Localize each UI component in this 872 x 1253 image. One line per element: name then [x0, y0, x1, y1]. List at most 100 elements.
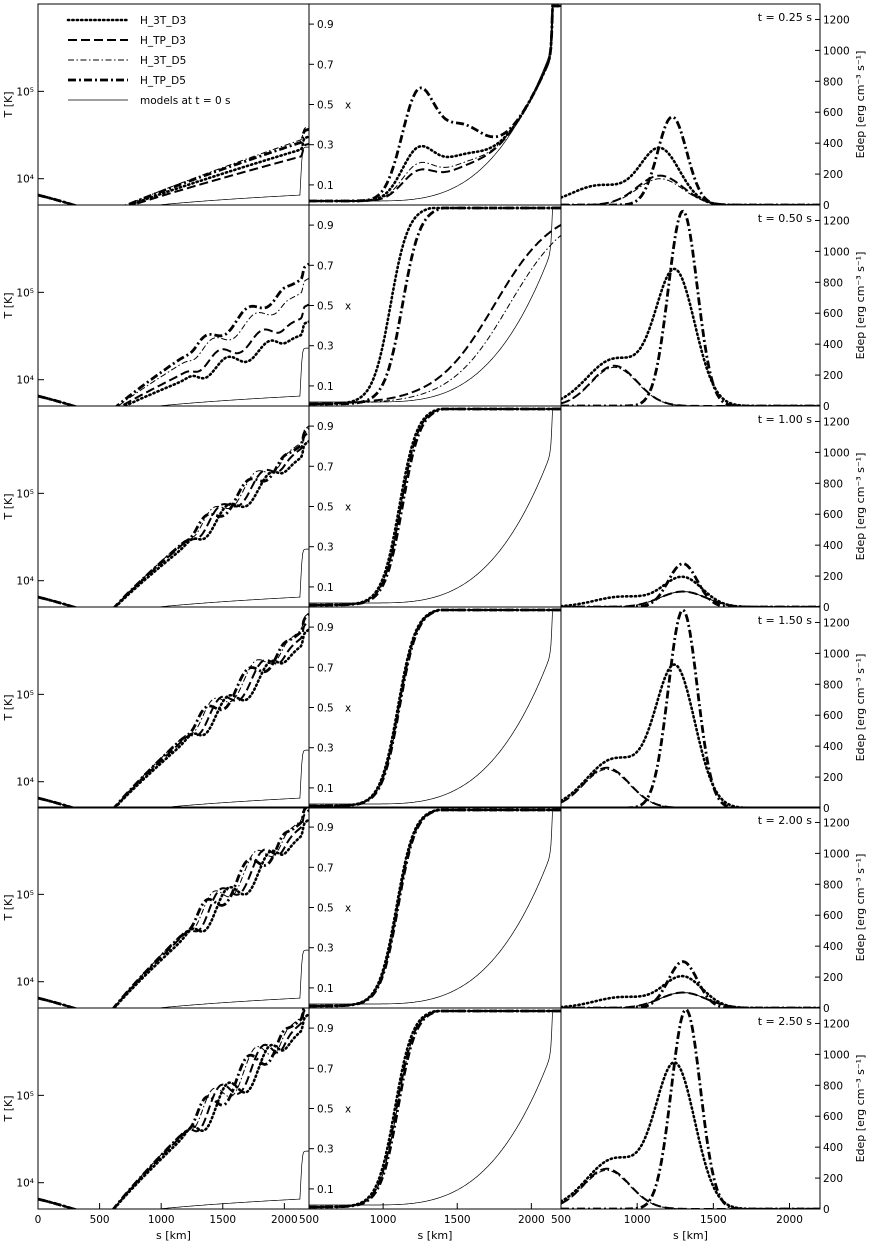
y-tick-label: 0.7 — [317, 1063, 334, 1075]
y-tick-label: 0.9 — [317, 622, 334, 634]
series-group — [38, 262, 309, 406]
series-line-2 — [309, 609, 561, 807]
y-tick-label: 0.3 — [317, 943, 334, 955]
y-tick-label: 0.1 — [317, 783, 334, 795]
y-tick-label: 200 — [823, 772, 843, 784]
series-group — [309, 608, 561, 808]
panel-5-2: t = 2.50 s 0 200 400 600 800 1000 1200 Edep [erg… — [551, 1007, 867, 1242]
series-line-1 — [561, 1167, 820, 1209]
series-group — [309, 206, 561, 406]
x-tick-label: 0 — [35, 1214, 42, 1226]
x-axis-label: s [km] — [673, 1229, 708, 1242]
y-axis-label: T [K] — [2, 894, 15, 921]
y-axis-label: x — [345, 502, 351, 514]
y-tick-label: 800 — [823, 1080, 843, 1092]
panel-frame — [37, 606, 310, 809]
series-line-4 — [38, 1150, 309, 1209]
y-tick-label: 400 — [823, 1142, 843, 1154]
series-group — [561, 608, 820, 808]
y-tick-label: 800 — [823, 679, 843, 691]
panel-1-2: t = 0.50 s 0 200 400 600 800 1000 1200 Edep [erg… — [560, 204, 867, 413]
y-tick-label: 0.5 — [317, 502, 334, 514]
y-tick-label: 400 — [823, 741, 843, 753]
y-tick-label: 0 — [823, 1003, 830, 1015]
y-tick-label: 600 — [823, 910, 843, 922]
series-line-4 — [38, 347, 309, 406]
panel-3-1: 0.1 0.3 0.5 0.7 0.9 x — [308, 606, 562, 809]
y-tick-label: 0.3 — [317, 341, 334, 353]
series-line-3 — [38, 613, 309, 808]
y-axis-label: x — [345, 301, 351, 313]
series-line-2 — [561, 768, 820, 808]
y-tick-label: 0.5 — [317, 301, 334, 313]
series-line-0 — [561, 146, 820, 205]
y-tick-label: 0.7 — [317, 260, 334, 272]
y-tick-label: 0.3 — [317, 140, 334, 152]
series-line-1 — [561, 590, 820, 607]
series-line-1 — [309, 224, 561, 405]
series-line-1 — [38, 809, 309, 1008]
series-group — [561, 562, 820, 607]
y-tick-label: 10⁵ — [16, 889, 34, 901]
y-tick-label: 1200 — [823, 1018, 850, 1030]
legend-label-1: H_TP_D3 — [140, 35, 186, 47]
series-line-1 — [38, 620, 309, 808]
y-tick-label: 0.1 — [317, 1184, 334, 1196]
series-line-0 — [38, 439, 309, 607]
y-tick-label: 800 — [823, 478, 843, 490]
series-line-3 — [561, 209, 820, 406]
y-tick-label: 1000 — [823, 447, 850, 459]
series-line-2 — [309, 234, 561, 405]
y-tick-label: 600 — [823, 1111, 843, 1123]
series-group — [38, 425, 309, 607]
x-tick-label: 2000 — [776, 1214, 803, 1226]
series-group — [561, 1008, 820, 1209]
legend-label-2: H_3T_D5 — [140, 55, 186, 67]
series-line-3 — [38, 127, 309, 205]
series-line-2 — [309, 408, 561, 606]
time-label: t = 2.50 s — [758, 1015, 813, 1028]
series-line-4 — [309, 206, 561, 403]
series-line-2 — [38, 277, 309, 406]
series-line-2 — [38, 126, 309, 205]
series-group — [309, 1009, 561, 1209]
y-axis-label: T [K] — [2, 1095, 15, 1122]
series-group — [38, 612, 309, 808]
x-tick-label: 1500 — [700, 1214, 727, 1226]
series-line-4 — [38, 146, 309, 205]
x-tick-label: 2000 — [271, 1214, 298, 1226]
y-tick-label: 10⁵ — [16, 689, 34, 701]
y-tick-label: 0 — [823, 1204, 830, 1216]
series-line-3 — [38, 807, 309, 1008]
x-axis-label: s [km] — [418, 1229, 453, 1242]
panel-2-1: 0.1 0.3 0.5 0.7 0.9 x — [308, 405, 562, 608]
y-tick-label: 1200 — [823, 617, 850, 629]
x-tick-label: 500 — [551, 1214, 571, 1226]
y-tick-label: 400 — [823, 339, 843, 351]
series-group — [309, 407, 561, 607]
y-tick-label: 0.9 — [317, 822, 334, 834]
series-line-1 — [38, 303, 309, 406]
series-line-1 — [561, 174, 820, 205]
series-group — [309, 4, 561, 203]
y-tick-label: 800 — [823, 879, 843, 891]
series-group — [309, 808, 561, 1008]
time-label: t = 0.25 s — [758, 11, 813, 24]
time-label: t = 1.50 s — [758, 614, 813, 627]
y-tick-label: 1200 — [823, 817, 850, 829]
y-axis-label: T [K] — [2, 694, 15, 721]
panel-frame — [37, 1007, 310, 1210]
x-tick-label: 1000 — [624, 1214, 651, 1226]
series-line-0 — [38, 320, 309, 406]
y-tick-label: 0.3 — [317, 1144, 334, 1156]
y-tick-label: 0.9 — [317, 220, 334, 232]
y-tick-label: 0 — [823, 401, 830, 413]
y-tick-label: 200 — [823, 169, 843, 181]
series-group — [38, 126, 309, 205]
y-axis-label: Edep [erg cm⁻³ s⁻¹] — [854, 453, 867, 561]
series-line-2 — [561, 1169, 820, 1209]
y-tick-label: 0.3 — [317, 542, 334, 554]
